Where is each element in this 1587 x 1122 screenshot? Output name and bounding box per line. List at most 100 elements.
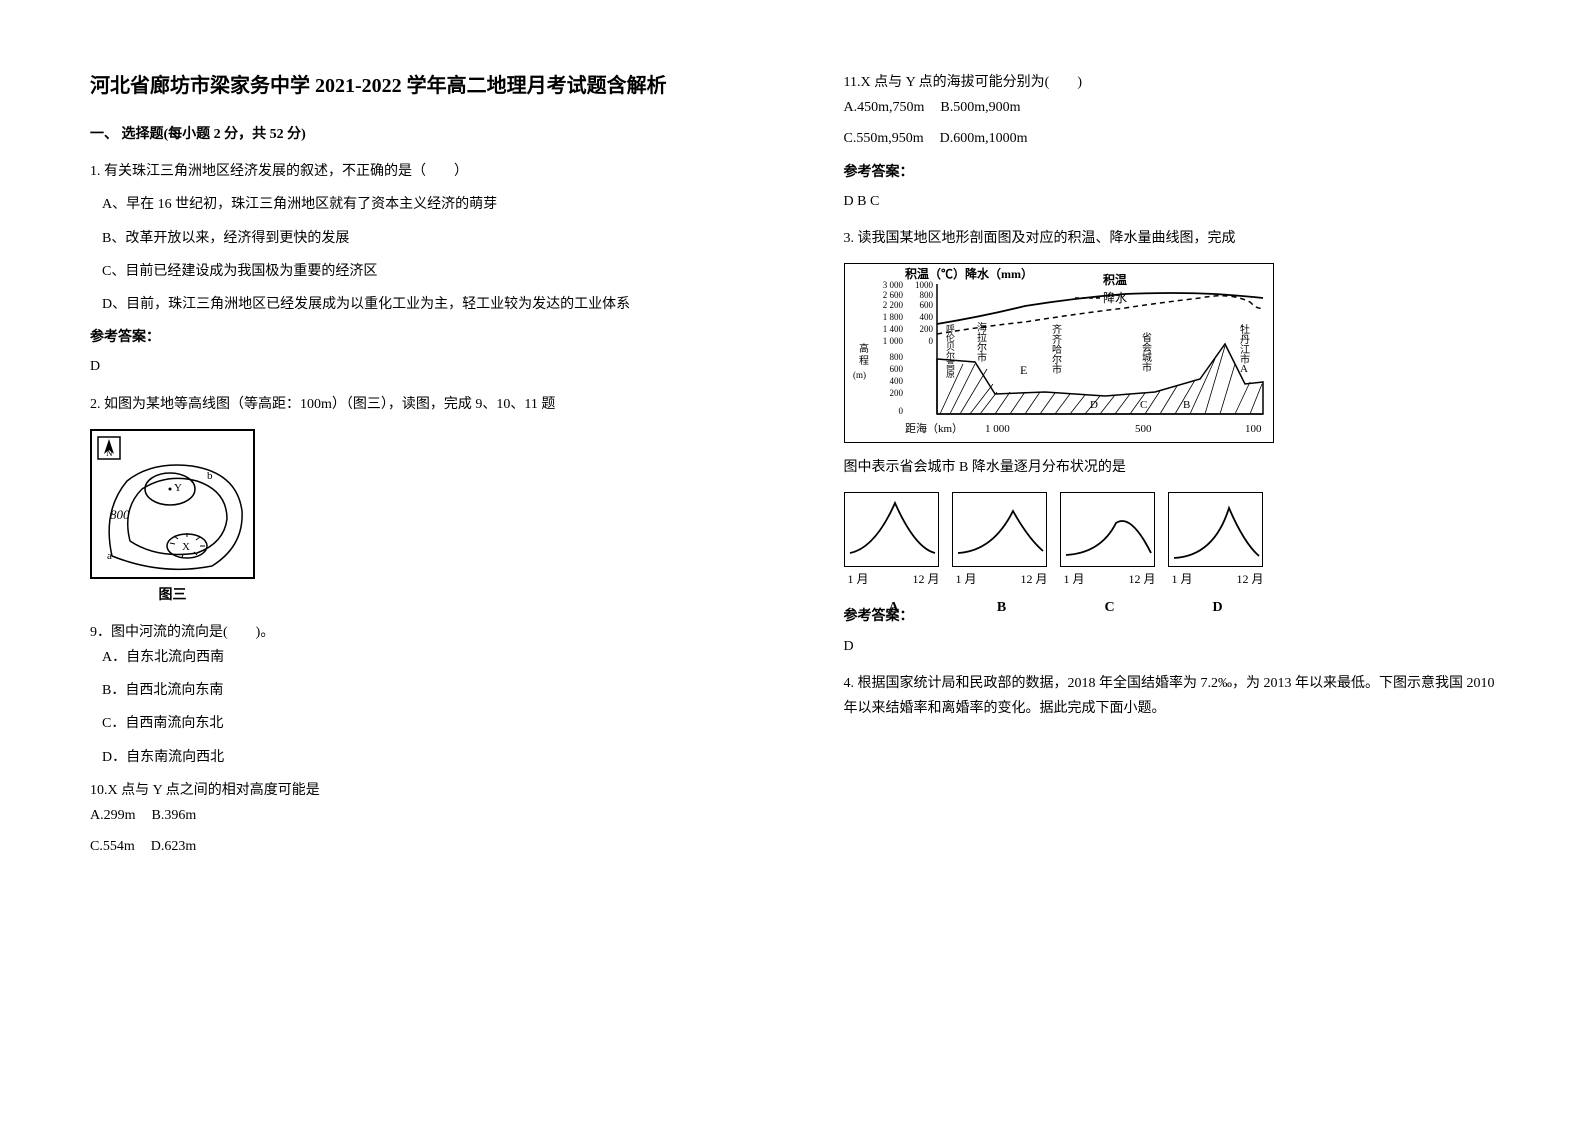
q9-opt-c: C．自西南流向东北	[102, 711, 744, 736]
sc-c-start: 1 月	[1064, 569, 1085, 591]
left-column: 河北省廊坊市梁家务中学 2021-2022 学年高二地理月考试题含解析 一、 选…	[0, 0, 794, 1122]
b-label: b	[207, 470, 213, 482]
sc-c-end: 12 月	[1128, 569, 1155, 591]
letter-a: A	[1240, 363, 1248, 375]
q11-opt-d: D.600m,1000m	[940, 126, 1028, 151]
sc-b-letter: B	[952, 595, 1052, 620]
q1-opt-a: A、早在 16 世纪初，珠江三角洲地区就有了资本主义经济的萌芽	[102, 192, 744, 217]
contour-map: N Y b 800 a	[90, 429, 255, 579]
yr-200: 200	[919, 324, 933, 334]
q10-opt-c: C.554m	[90, 834, 135, 859]
contour-800-label: 800	[110, 507, 130, 522]
city-qiqihaer: 齐齐哈尔市	[1049, 323, 1061, 375]
yl-1000: 1 000	[882, 336, 903, 346]
curve-c	[1066, 521, 1151, 555]
q1-answer: D	[90, 354, 744, 379]
q3-stem: 3. 读我国某地区地形剖面图及对应的积温、降水量曲线图，完成	[844, 226, 1498, 251]
city-shenghui: 省会城市	[1139, 331, 1151, 373]
curve-d	[1174, 508, 1259, 558]
curve-a	[850, 503, 935, 553]
rainfall-small-charts: 1 月 12 月 A 1 月 12 月 B	[844, 492, 1498, 592]
q3-answer: D	[844, 634, 1498, 659]
curve-b	[958, 511, 1043, 553]
yl-800: 800	[889, 352, 903, 362]
profile-chart: 积温（℃）降水（mm） 积温 降水 3 000 2 600 2 200 1 80…	[844, 263, 1274, 443]
question-1: 1. 有关珠江三角洲地区经济发展的叙述，不正确的是（ ） A、早在 16 世纪初…	[90, 159, 744, 379]
yl-0: 0	[898, 406, 903, 416]
q11-opt-b: B.500m,900m	[940, 95, 1020, 120]
x-label: X	[182, 541, 190, 553]
x-100: 100	[1245, 423, 1262, 435]
q2-stem: 2. 如图为某地等高线图（等高距：100m）（图三），读图，完成 9、10、11…	[90, 392, 744, 417]
sc-a-letter: A	[844, 595, 944, 620]
yl-1800: 1 800	[882, 312, 903, 322]
question-3: 3. 读我国某地区地形剖面图及对应的积温、降水量曲线图，完成 积温（℃）降水（m…	[844, 226, 1498, 659]
question-2: 2. 如图为某地等高线图（等高距：100m）（图三），读图，完成 9、10、11…	[90, 392, 744, 860]
question-4: 4. 根据国家统计局和民政部的数据，2018 年全国结婚率为 7.2‰，为 20…	[844, 671, 1498, 721]
legend-jiwen: 积温	[1103, 272, 1127, 287]
sub-q11: 11.X 点与 Y 点的海拔可能分别为( ) A.450m,750m B.500…	[844, 70, 1498, 214]
sc-a-end: 12 月	[912, 569, 939, 591]
legend-jiangshui: 降水	[1103, 291, 1127, 305]
small-chart-b: 1 月 12 月 B	[952, 492, 1052, 592]
fig3-caption: 图三	[90, 583, 255, 608]
q10-opt-a: A.299m	[90, 803, 136, 828]
yl-200: 200	[889, 388, 903, 398]
sub-q9: 9．图中河流的流向是( )。 A．自东北流向西南 B．自西北流向东南 C．自西南…	[90, 620, 744, 770]
yl-1400: 1 400	[882, 324, 903, 334]
q9-stem: 9．图中河流的流向是( )。	[90, 620, 744, 645]
sc-d-start: 1 月	[1172, 569, 1193, 591]
letter-b: B	[1183, 399, 1190, 411]
y-label: Y	[174, 482, 182, 494]
x-500: 500	[1135, 423, 1152, 435]
q1-answer-label: 参考答案：	[90, 325, 744, 350]
q9-opt-d: D．自东南流向西北	[102, 745, 744, 770]
y-axis-label-1: 高	[859, 342, 869, 355]
yr-800: 800	[919, 290, 933, 300]
letter-c: C	[1140, 399, 1147, 411]
q1-opt-c: C、目前已经建设成为我国极为重要的经济区	[102, 259, 744, 284]
right-column: 11.X 点与 Y 点的海拔可能分别为( ) A.450m,750m B.500…	[794, 0, 1587, 1122]
q11-opt-c: C.550m,950m	[844, 126, 924, 151]
small-chart-c: 1 月 12 月 C	[1060, 492, 1160, 592]
yl-400: 400	[889, 376, 903, 386]
x-axis-label: 距海（km）	[905, 421, 963, 435]
sc-d-end: 12 月	[1236, 569, 1263, 591]
q11-stem: 11.X 点与 Y 点的海拔可能分别为( )	[844, 70, 1498, 95]
yl-3000: 3 000	[882, 280, 903, 290]
letter-d: D	[1090, 399, 1098, 411]
a-label: a	[107, 550, 112, 562]
exam-title: 河北省廊坊市梁家务中学 2021-2022 学年高二地理月考试题含解析	[90, 70, 744, 102]
y-axis-label-3: (m)	[853, 370, 866, 380]
q1-opt-d: D、目前，珠江三角洲地区已经发展成为以重化工业为主，轻工业较为发达的工业体系	[102, 292, 744, 317]
sc-d-letter: D	[1168, 595, 1268, 620]
city-hulunbeier: 呼伦贝尔高原	[945, 324, 955, 378]
yl-600: 600	[889, 364, 903, 374]
q11-opt-a: A.450m,750m	[844, 95, 925, 120]
q9-opt-b: B．自西北流向东南	[102, 678, 744, 703]
q4-stem: 4. 根据国家统计局和民政部的数据，2018 年全国结婚率为 7.2‰，为 20…	[844, 671, 1498, 721]
yr-1000: 1000	[915, 280, 934, 290]
q3-subtext: 图中表示省会城市 B 降水量逐月分布状况的是	[844, 455, 1498, 480]
city-hailaer: 海拉尔市	[974, 321, 986, 363]
letter-e: E	[1020, 363, 1027, 377]
section-1-header: 一、 选择题(每小题 2 分，共 52 分)	[90, 122, 744, 147]
y-axis-label-2: 程	[859, 355, 869, 367]
x-1000: 1 000	[985, 423, 1010, 435]
q11-answer-label: 参考答案：	[844, 160, 1498, 185]
yl-2200: 2 200	[882, 300, 903, 310]
q1-opt-b: B、改革开放以来，经济得到更快的发展	[102, 226, 744, 251]
north-label: N	[106, 448, 113, 458]
contour-figure: N Y b 800 a	[90, 429, 744, 608]
city-mudanjiang: 牡丹江市	[1237, 323, 1249, 365]
q11-answer: D B C	[844, 189, 1498, 214]
sub-q10: 10.X 点与 Y 点之间的相对高度可能是 A.299m B.396m C.55…	[90, 778, 744, 860]
sc-b-start: 1 月	[956, 569, 977, 591]
q10-opt-d: D.623m	[151, 834, 197, 859]
q10-opt-b: B.396m	[152, 803, 197, 828]
q9-opt-a: A．自东北流向西南	[102, 645, 744, 670]
sc-a-start: 1 月	[848, 569, 869, 591]
chart-axis-title: 积温（℃）降水（mm）	[905, 266, 1033, 281]
small-chart-d: 1 月 12 月 D	[1168, 492, 1268, 592]
yr-0: 0	[928, 336, 933, 346]
